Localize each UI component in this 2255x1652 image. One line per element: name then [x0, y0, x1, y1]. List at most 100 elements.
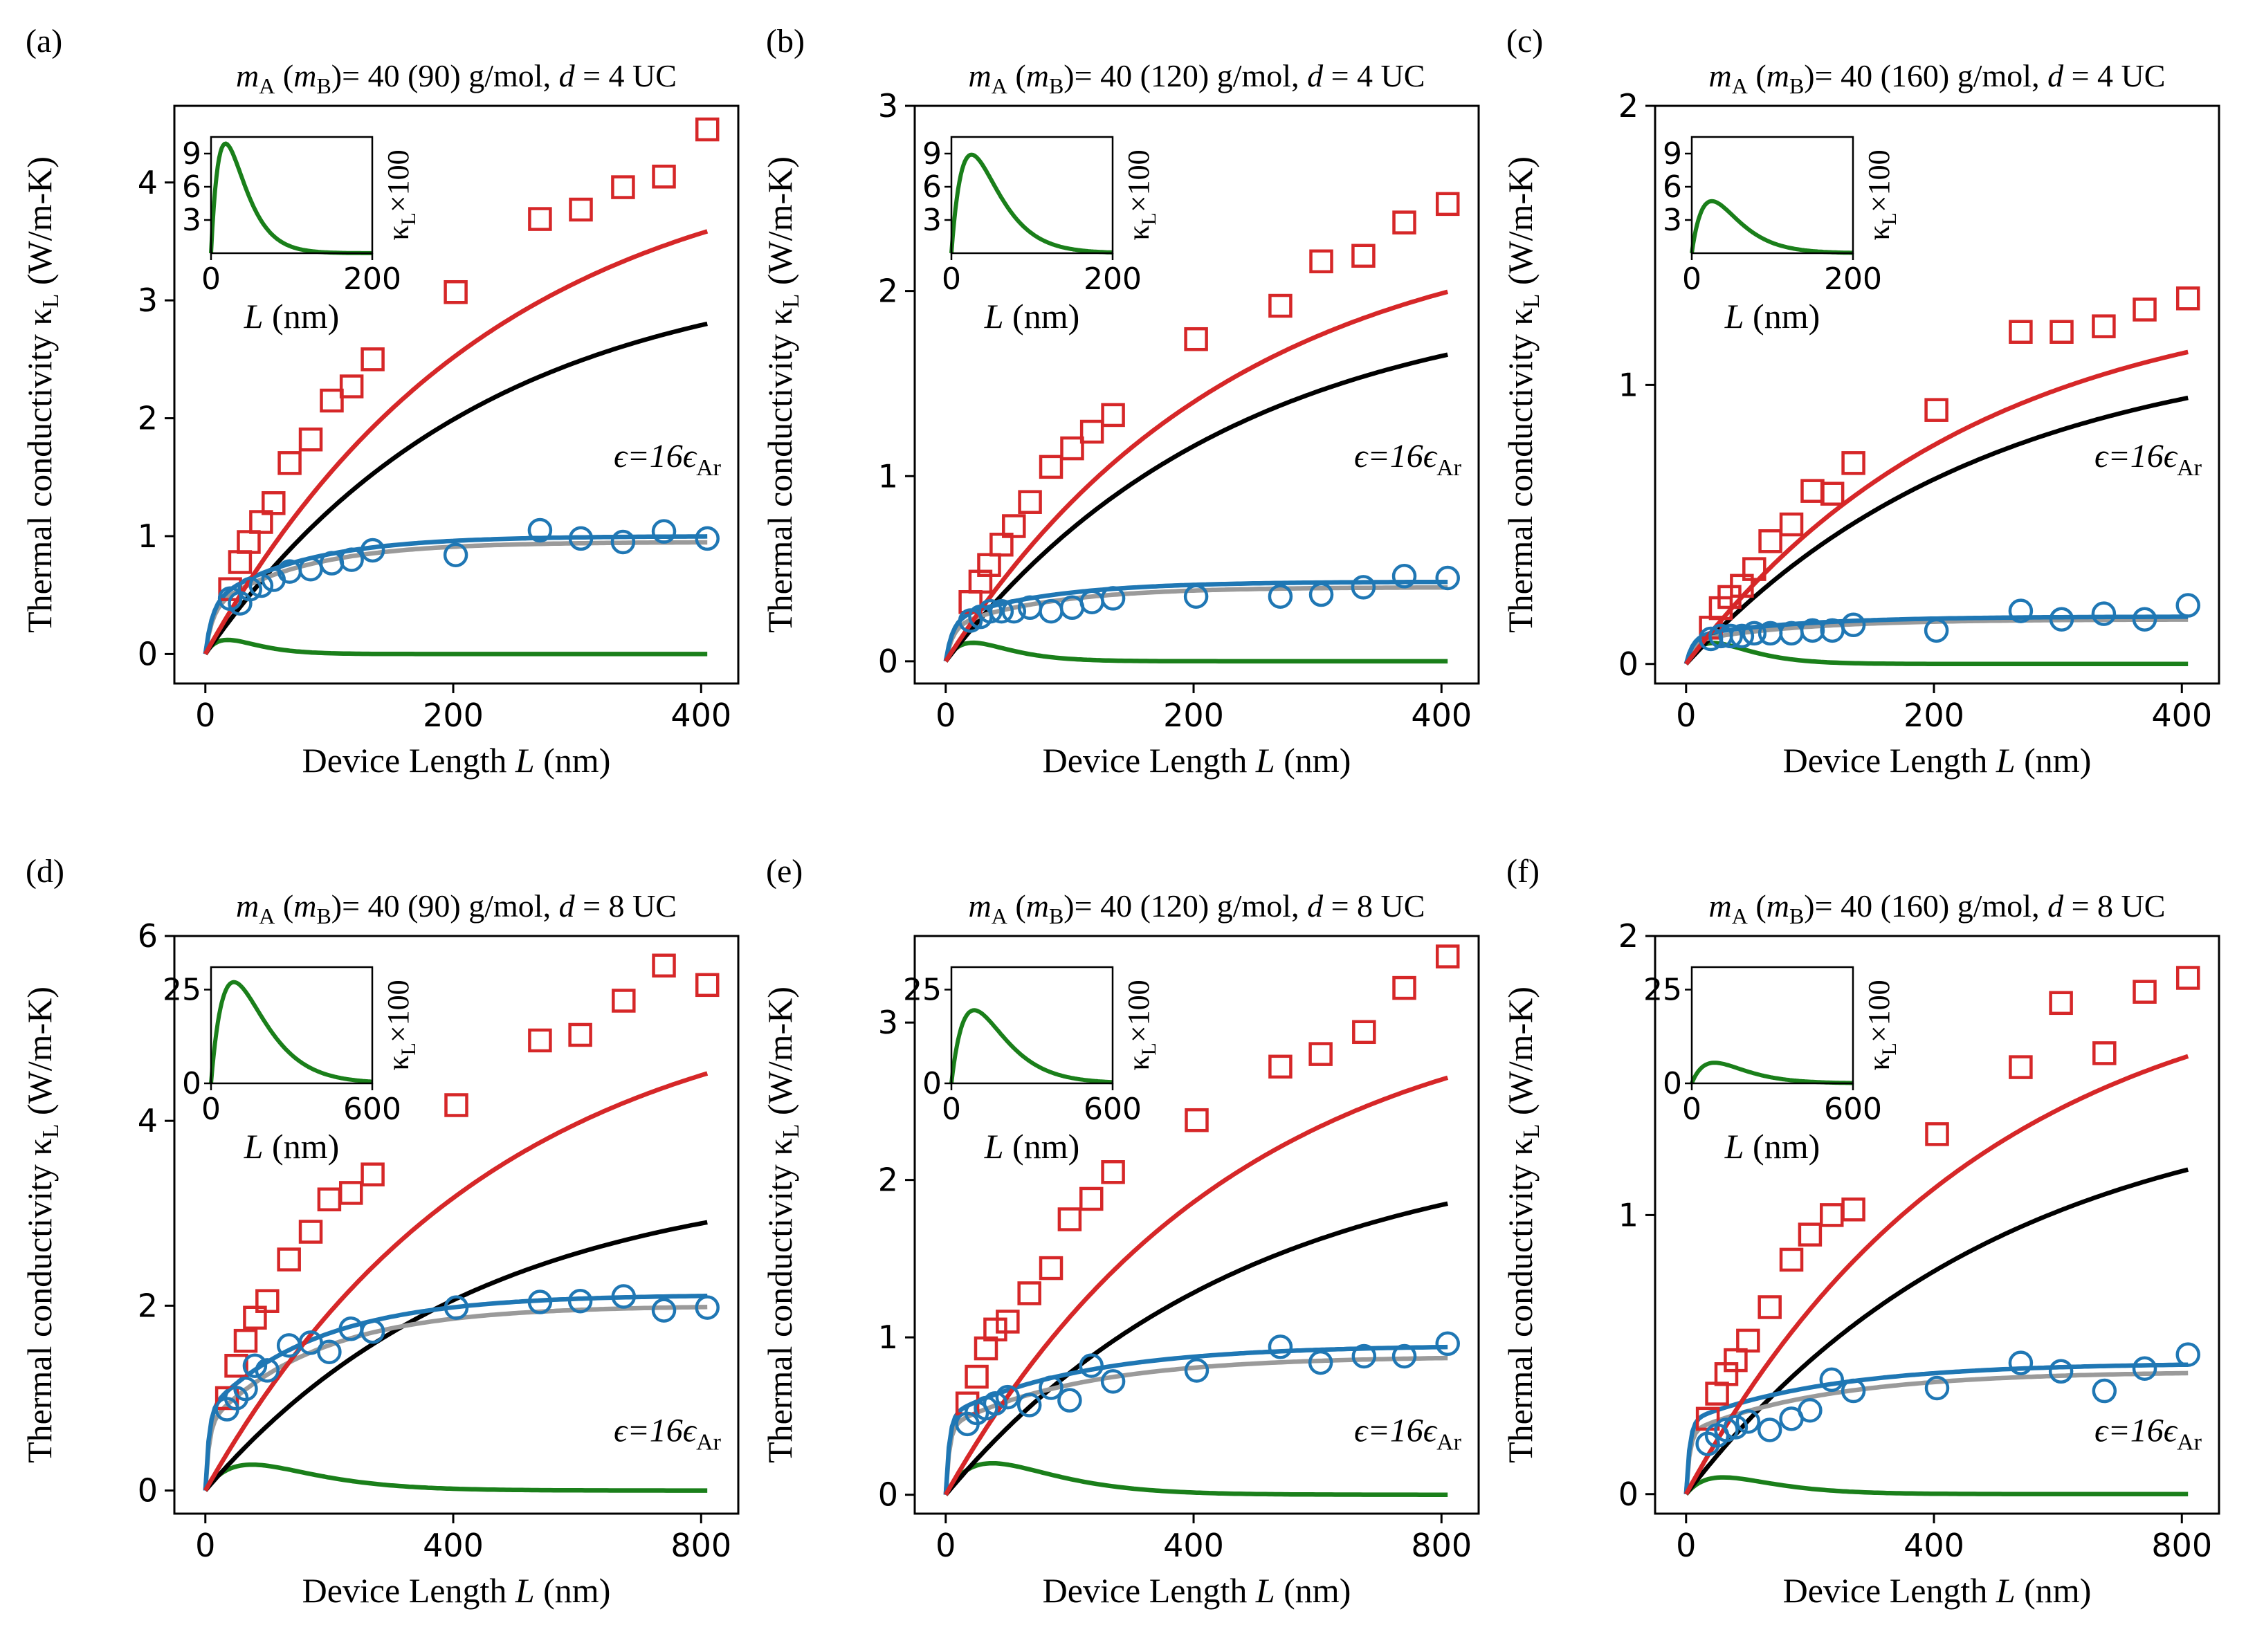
title-sub-a: A: [259, 73, 275, 98]
blue-circle-marker: [1057, 1388, 1082, 1413]
inset-y-kappa: κ: [1862, 225, 1896, 240]
y-axis-title-unit: (W/m-K): [760, 986, 799, 1124]
inset-x-axis-unit: (nm): [1004, 297, 1080, 336]
blue-circle-marker: [2008, 1350, 2034, 1375]
title-m: m: [1709, 58, 1732, 93]
inset-y-tick-label: 9: [1663, 136, 1682, 172]
epsilon-text: ϵ=16ϵ: [614, 1413, 697, 1449]
y-axis-title-sub: L: [778, 1124, 804, 1139]
title-mass-b: 120: [1151, 888, 1198, 924]
y-tick-label: 6: [138, 917, 158, 955]
title-d-value: 8: [2097, 888, 2113, 924]
title-sub-b: B: [1789, 903, 1804, 928]
red-square-marker: [989, 533, 1014, 557]
x-tick-label: 0: [195, 697, 215, 734]
inset-y-sub: L: [1138, 212, 1160, 225]
red-square-marker: [1185, 1108, 1209, 1132]
red-square-marker: [1268, 1054, 1293, 1079]
red-curve: [943, 1075, 1449, 1496]
red-square-marker: [977, 553, 1001, 577]
epsilon-text: ϵ=16ϵ: [2094, 1413, 2178, 1449]
inset-background: [190, 959, 428, 1158]
inset-y-kappa: κ: [1122, 1055, 1156, 1070]
blue-circle-marker: [360, 1319, 385, 1344]
blue-circle-marker: [1308, 1350, 1333, 1375]
panel-label: (d): [26, 853, 64, 890]
inset-y-times: ×100: [381, 149, 415, 212]
red-square-marker: [1351, 244, 1376, 268]
title-m: m: [236, 58, 259, 93]
red-square-marker: [1779, 1247, 1804, 1272]
black-curve: [203, 321, 708, 656]
red-square-marker: [528, 1028, 552, 1053]
panel-e: (e)mA (mB)= 40 (120) g/mol, d = 8 UC0 400…: [760, 853, 1480, 1610]
black-curve: [1684, 1167, 2189, 1496]
inset-x-tick-label: 200: [343, 261, 401, 297]
red-square-marker: [695, 973, 720, 998]
title-d-eq: =: [1323, 888, 1357, 924]
title-paren-close: ): [1804, 58, 1814, 93]
blue-circle-marker: [1268, 1334, 1293, 1359]
title-d-eq: =: [1323, 58, 1357, 93]
red-curve: [1683, 1054, 2189, 1496]
y-axis-title: Thermal conductivity κL (W/m-K): [20, 986, 64, 1463]
title-d: d: [1307, 888, 1324, 924]
title-mass-a: 40: [368, 888, 400, 924]
title-d: d: [2047, 888, 2064, 924]
x-axis-title-prefix: Device Length: [1043, 741, 1256, 780]
y-tick-label: 2: [878, 273, 898, 310]
blue-circle-marker: [1039, 1375, 1063, 1400]
title-paren-open-2: (: [1132, 58, 1151, 93]
x-axis-title-var: L: [1255, 1571, 1275, 1610]
inset-y-sub: L: [397, 1043, 420, 1055]
red-square-marker: [1079, 419, 1104, 444]
blue-circle-marker: [1924, 618, 1949, 643]
title-paren-close: ): [331, 888, 342, 924]
blue-circle-marker: [1308, 582, 1334, 607]
inset-y-tick-label: 0: [182, 1066, 201, 1101]
blue-circle-marker: [1723, 1415, 1749, 1440]
title-sub-b: B: [316, 903, 331, 928]
title-paren-open: (: [1748, 58, 1766, 93]
x-axis-title: Device Length L (nm): [302, 741, 611, 780]
title-d-value: 4: [1357, 58, 1373, 93]
panel-title: mA (mB)= 40 (160) g/mol, d = 8 UC: [1709, 888, 2166, 928]
inset-y-tick-label: 9: [922, 136, 942, 172]
axes-frame: [173, 935, 740, 1515]
title-sub-b: B: [1049, 73, 1063, 98]
red-square-marker: [444, 279, 468, 304]
y-tick-label: 1: [1618, 1196, 1638, 1233]
green-curve: [944, 640, 1448, 664]
inset-x-tick-label: 0: [942, 1092, 961, 1127]
inset-x-tick-label: 0: [942, 261, 961, 297]
x-axis-title-var: L: [1996, 1571, 2016, 1610]
red-square-marker: [237, 530, 261, 554]
blue-circle-marker: [2132, 1356, 2157, 1381]
panel-f: (f)mA (mB)= 40 (160) g/mol, d = 8 UC0 400…: [1501, 853, 2220, 1610]
inset-green-curve: [1690, 1061, 1853, 1085]
red-square-marker: [611, 175, 635, 199]
inset-y-tick-label: 3: [922, 203, 942, 238]
blue-circle-marker: [1735, 1409, 1761, 1434]
red-square-marker: [298, 428, 323, 452]
epsilon-annotation: ϵ=16ϵAr: [2094, 438, 2202, 481]
x-tick-label: 0: [195, 1527, 215, 1564]
y-axis-title-unit: (W/m-K): [760, 156, 799, 294]
x-axis-title-var: L: [515, 1571, 535, 1610]
epsilon-text: ϵ=16ϵ: [614, 438, 697, 475]
y-axis-title-text: Thermal conductivity κ: [1501, 1138, 1540, 1463]
panel-title: mA (mB)= 40 (90) g/mol, d = 8 UC: [236, 888, 677, 928]
y-axis-title-unit: (W/m-K): [20, 986, 59, 1124]
blue-circle-marker: [1841, 1378, 1866, 1404]
blue-circle-marker: [651, 519, 677, 544]
red-square-marker: [983, 1317, 1007, 1342]
y-axis-title-sub: L: [38, 294, 64, 309]
x-axis-title: Device Length L (nm): [1043, 741, 1351, 780]
inset-y-tick-label: 9: [182, 136, 201, 172]
plot-area: [943, 944, 1460, 1497]
inset-frame: [210, 966, 374, 1085]
inset-x-axis-title: L (nm): [984, 297, 1080, 336]
y-tick-label: 4: [138, 1102, 158, 1139]
inset-y-tick-label: 6: [1663, 169, 1682, 205]
